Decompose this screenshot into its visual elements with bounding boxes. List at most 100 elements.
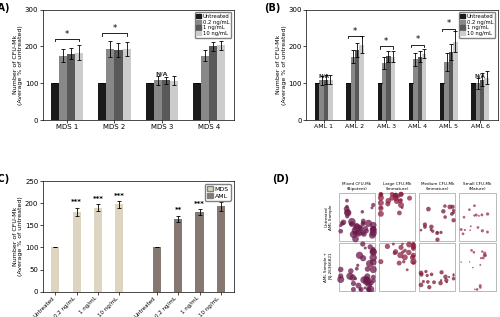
Legend: MDS, AML: MDS, AML <box>205 184 231 201</box>
Point <box>362 229 370 234</box>
Bar <box>193 83 201 120</box>
Point <box>410 254 418 259</box>
Point <box>420 279 428 284</box>
Point <box>468 248 475 253</box>
Point <box>410 253 418 258</box>
Point <box>365 287 373 292</box>
Text: Large CFU-Mk
(Immature): Large CFU-Mk (Immature) <box>383 182 412 191</box>
Point <box>418 272 426 277</box>
Point <box>457 260 465 265</box>
Point <box>445 275 453 280</box>
Point <box>440 209 448 214</box>
Point <box>410 245 418 250</box>
Point <box>388 196 396 201</box>
Point <box>369 275 377 280</box>
Point <box>443 280 451 285</box>
Point <box>428 229 436 234</box>
Text: Mixed CFU-Mk
(Bipotent): Mixed CFU-Mk (Bipotent) <box>342 182 372 191</box>
Text: AML Sample +
JNJ-26366821: AML Sample + JNJ-26366821 <box>324 252 333 282</box>
Point <box>356 253 364 258</box>
Point <box>353 266 361 271</box>
Point <box>377 200 385 205</box>
Point <box>478 212 486 217</box>
Point <box>484 211 492 217</box>
Point <box>421 222 429 227</box>
Bar <box>350 57 355 120</box>
Point <box>450 218 458 223</box>
Point <box>470 250 478 255</box>
Point <box>437 230 445 235</box>
Text: (A): (A) <box>0 3 10 13</box>
Bar <box>409 83 413 120</box>
Point <box>377 195 385 200</box>
Point <box>369 267 377 272</box>
Point <box>361 245 369 250</box>
Point <box>377 192 385 197</box>
Point <box>377 192 385 197</box>
Point <box>434 237 442 242</box>
Y-axis label: Number of CFU-Mk
(Average % of untreated): Number of CFU-Mk (Average % of untreated… <box>12 25 24 105</box>
Point <box>368 233 376 238</box>
Point <box>399 249 407 255</box>
Point <box>466 259 473 264</box>
Point <box>336 274 344 279</box>
Point <box>360 277 368 282</box>
Point <box>401 255 409 260</box>
Point <box>448 211 456 217</box>
Bar <box>94 208 102 292</box>
Point <box>366 287 374 292</box>
Point <box>392 193 400 198</box>
Text: N/A: N/A <box>318 74 329 79</box>
Point <box>480 256 488 261</box>
Text: (B): (B) <box>264 3 280 13</box>
Point <box>347 268 355 274</box>
Point <box>369 249 377 255</box>
Point <box>406 196 413 201</box>
Point <box>364 221 372 226</box>
Point <box>369 260 377 265</box>
Bar <box>328 80 332 120</box>
Point <box>352 223 360 228</box>
Point <box>421 224 429 230</box>
Bar <box>449 52 453 120</box>
Point <box>466 228 474 233</box>
Point <box>433 230 441 236</box>
Text: *: * <box>353 27 357 36</box>
Point <box>352 276 360 281</box>
Point <box>369 226 377 231</box>
Bar <box>114 50 122 120</box>
Y-axis label: Number of CFU-Mk
(Average % of untreated): Number of CFU-Mk (Average % of untreated… <box>276 25 287 105</box>
Text: Small CFU-Mk
(Mature): Small CFU-Mk (Mature) <box>463 182 492 191</box>
Point <box>358 209 366 214</box>
Point <box>408 255 416 260</box>
Point <box>359 256 367 261</box>
Point <box>347 221 355 226</box>
Point <box>437 278 445 283</box>
Point <box>354 230 362 236</box>
Bar <box>440 83 444 120</box>
Point <box>392 196 400 201</box>
Text: Medium CFU-Mk
(Immature): Medium CFU-Mk (Immature) <box>420 182 454 191</box>
Point <box>470 203 478 208</box>
Bar <box>152 247 161 292</box>
Point <box>377 192 385 197</box>
Point <box>366 244 374 249</box>
Text: Untreated
AML Sample: Untreated AML Sample <box>324 204 333 230</box>
Point <box>460 215 468 220</box>
Point <box>369 278 377 283</box>
Bar <box>453 42 458 120</box>
Point <box>424 279 432 284</box>
Point <box>397 192 405 197</box>
Point <box>422 269 430 274</box>
Point <box>352 225 360 230</box>
Point <box>344 210 351 215</box>
Point <box>405 242 413 247</box>
Text: *: * <box>416 35 420 44</box>
Point <box>393 198 401 204</box>
Point <box>390 242 398 247</box>
Point <box>391 193 399 198</box>
Bar <box>339 193 375 241</box>
Point <box>369 246 377 251</box>
Point <box>364 278 372 283</box>
Point <box>348 222 356 227</box>
